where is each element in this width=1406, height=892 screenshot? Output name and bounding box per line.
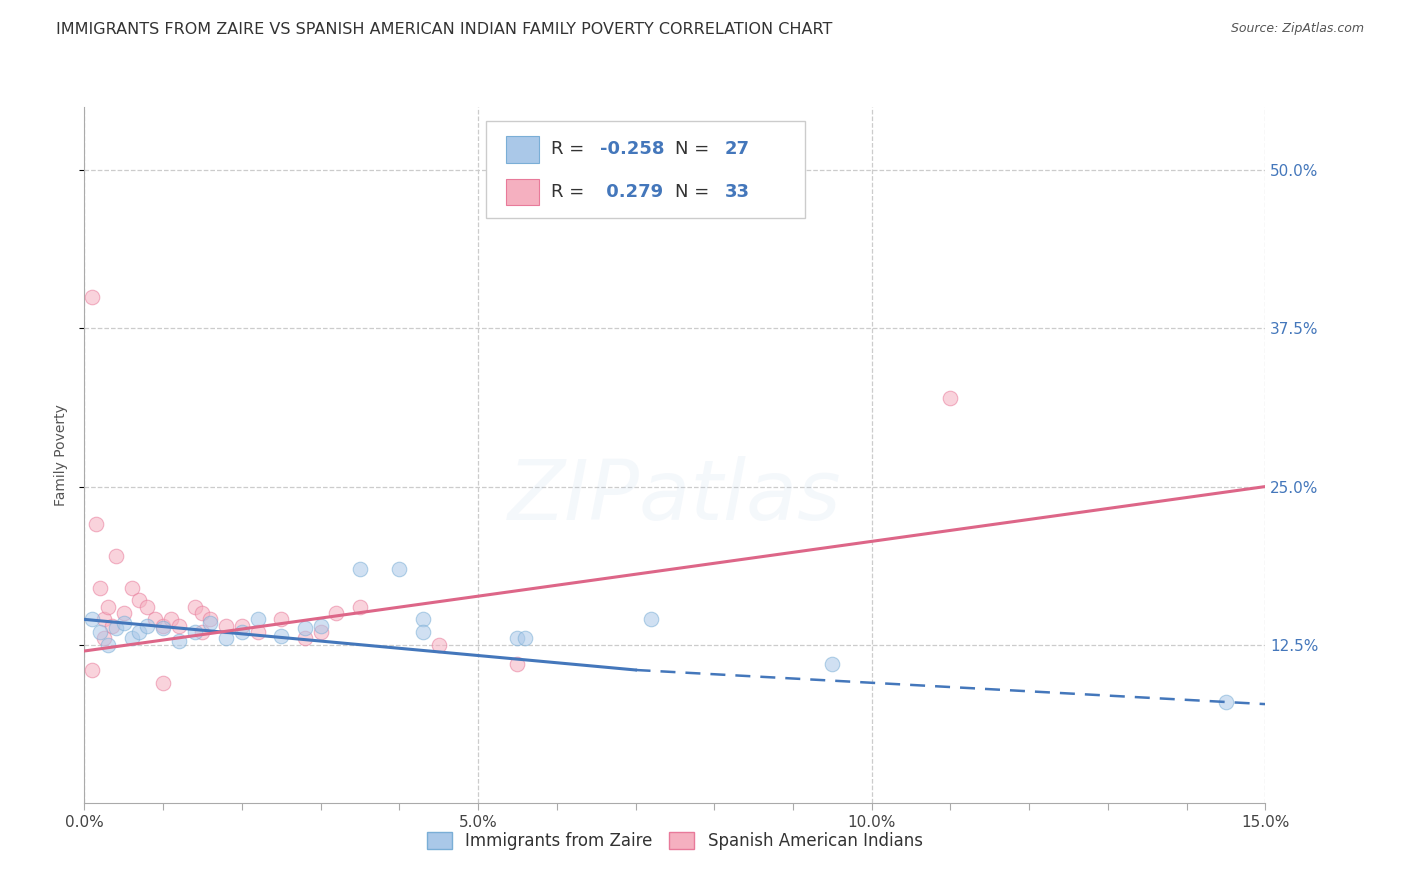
Text: -0.258: -0.258: [600, 140, 665, 158]
Text: N =: N =: [675, 183, 714, 202]
Point: [183, 599, 205, 614]
Point: [506, 657, 529, 671]
Point: [82, 290, 104, 304]
Text: R =: R =: [551, 140, 591, 158]
Point: [200, 616, 222, 631]
Point: [200, 612, 222, 626]
Point: [143, 612, 166, 626]
Point: [294, 621, 316, 635]
Point: [152, 621, 174, 635]
Point: [97, 599, 120, 614]
Text: Source: ZipAtlas.com: Source: ZipAtlas.com: [1230, 22, 1364, 36]
FancyBboxPatch shape: [506, 136, 538, 162]
Point: [152, 618, 174, 632]
Point: [84, 517, 107, 532]
Point: [128, 593, 150, 607]
Legend: Immigrants from Zaire, Spanish American Indians: Immigrants from Zaire, Spanish American …: [420, 826, 929, 857]
Point: [349, 599, 371, 614]
Text: 33: 33: [724, 183, 749, 202]
Point: [167, 618, 190, 632]
Text: 0.279: 0.279: [600, 183, 664, 202]
Point: [349, 562, 371, 576]
Y-axis label: Family Poverty: Family Poverty: [55, 404, 69, 506]
Point: [112, 616, 135, 631]
Point: [506, 632, 529, 646]
Point: [427, 638, 450, 652]
Point: [270, 612, 292, 626]
Point: [191, 606, 214, 620]
FancyBboxPatch shape: [506, 179, 538, 205]
Point: [104, 549, 127, 563]
Point: [270, 629, 292, 643]
Point: [215, 618, 238, 632]
Point: [93, 612, 115, 626]
Point: [412, 625, 434, 640]
Text: IMMIGRANTS FROM ZAIRE VS SPANISH AMERICAN INDIAN FAMILY POVERTY CORRELATION CHAR: IMMIGRANTS FROM ZAIRE VS SPANISH AMERICA…: [56, 22, 832, 37]
Point: [136, 618, 159, 632]
Point: [388, 562, 411, 576]
Text: N =: N =: [675, 140, 714, 158]
Text: R =: R =: [551, 183, 591, 202]
Point: [294, 632, 316, 646]
Point: [101, 618, 124, 632]
Point: [821, 657, 844, 671]
Point: [121, 581, 143, 595]
Point: [183, 625, 205, 640]
Point: [231, 625, 253, 640]
Point: [246, 625, 269, 640]
Point: [136, 599, 159, 614]
Point: [128, 625, 150, 640]
Point: [82, 663, 104, 677]
Point: [412, 612, 434, 626]
Point: [325, 606, 347, 620]
Text: 27: 27: [724, 140, 749, 158]
Point: [246, 612, 269, 626]
Point: [231, 618, 253, 632]
Point: [152, 675, 174, 690]
Point: [167, 633, 190, 648]
Point: [121, 632, 143, 646]
Point: [89, 625, 111, 640]
Text: ZIPatlas: ZIPatlas: [508, 456, 842, 537]
Point: [97, 638, 120, 652]
Point: [89, 581, 111, 595]
FancyBboxPatch shape: [486, 121, 804, 219]
Point: [93, 632, 115, 646]
Point: [112, 606, 135, 620]
Point: [215, 632, 238, 646]
Point: [309, 625, 332, 640]
Point: [191, 625, 214, 640]
Point: [309, 618, 332, 632]
Point: [515, 632, 537, 646]
Point: [160, 612, 183, 626]
Point: [1215, 695, 1237, 709]
Point: [640, 612, 662, 626]
Point: [939, 391, 962, 405]
Point: [104, 621, 127, 635]
Point: [82, 612, 104, 626]
